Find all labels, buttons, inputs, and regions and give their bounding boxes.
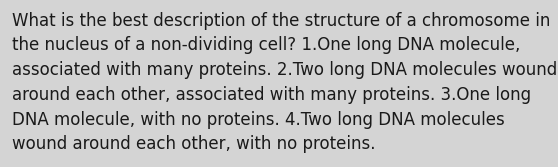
Text: associated with many proteins. 2.Two long DNA molecules wound: associated with many proteins. 2.Two lon… — [12, 61, 557, 79]
Text: around each other, associated with many proteins. 3.One long: around each other, associated with many … — [12, 86, 531, 104]
Text: What is the best description of the structure of a chromosome in: What is the best description of the stru… — [12, 12, 551, 30]
Text: the nucleus of a non-dividing cell? 1.One long DNA molecule,: the nucleus of a non-dividing cell? 1.On… — [12, 36, 521, 54]
Text: DNA molecule, with no proteins. 4.Two long DNA molecules: DNA molecule, with no proteins. 4.Two lo… — [12, 111, 505, 129]
Text: wound around each other, with no proteins.: wound around each other, with no protein… — [12, 135, 376, 153]
